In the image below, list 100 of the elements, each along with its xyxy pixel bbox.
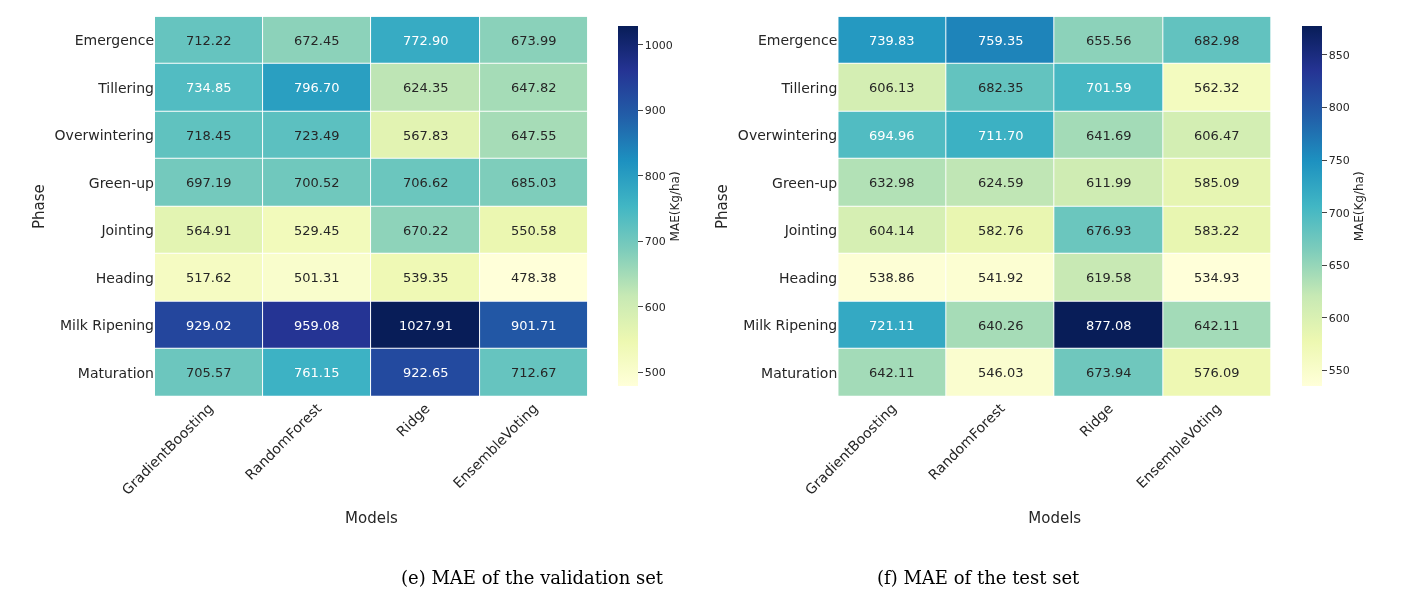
data-label: 517.62 <box>186 270 232 285</box>
y-tick-label: Heading <box>95 269 155 286</box>
data-label: 604.14 <box>869 223 915 238</box>
data-label: 546.03 <box>978 365 1024 380</box>
data-label: 673.94 <box>1086 365 1132 380</box>
data-label: 922.65 <box>403 365 449 380</box>
data-label: 567.83 <box>403 128 449 143</box>
color-bar-label: 550 <box>1328 364 1350 378</box>
data-label: 697.19 <box>186 175 232 190</box>
data-label: 712.67 <box>511 365 557 380</box>
data-label: 534.93 <box>1194 270 1240 285</box>
data-label: 583.22 <box>1194 223 1240 238</box>
data-label: 712.22 <box>186 33 232 48</box>
y-tick-label: Tillering <box>97 79 155 96</box>
y-tick-label: Milk Ripening <box>743 317 838 334</box>
data-label: 619.58 <box>1086 270 1132 285</box>
data-label: 670.22 <box>403 223 449 238</box>
data-label: 576.09 <box>1194 365 1240 380</box>
data-label: 761.15 <box>294 365 340 380</box>
data-label: 624.35 <box>403 80 449 95</box>
data-label: 541.92 <box>978 270 1024 285</box>
data-label: 606.13 <box>869 80 915 95</box>
color-bar-title: MAE(Kg/ha) <box>1351 171 1366 242</box>
data-label: 721.11 <box>869 318 915 333</box>
color-bar-label: 900 <box>644 104 666 117</box>
y-axis-title: Phase <box>29 184 48 229</box>
x-axis-title: Models <box>345 508 399 527</box>
y-tick-label: Overwintering <box>737 127 838 144</box>
data-label: 478.38 <box>511 270 557 285</box>
data-label: 796.70 <box>294 80 340 95</box>
y-tick-label: Emergence <box>74 32 155 49</box>
data-label: 641.69 <box>1086 128 1132 143</box>
color-bar-label: 750 <box>1328 153 1350 167</box>
data-label: 718.45 <box>186 128 232 143</box>
color-bar-label: 600 <box>1328 311 1350 325</box>
y-tick-label: Maturation <box>77 364 155 381</box>
color-bar-title: MAE(Kg/ha) <box>667 171 682 242</box>
data-label: 642.11 <box>869 365 915 380</box>
text: (f) MAE of the test set <box>877 567 1081 588</box>
data-label: 701.59 <box>1086 80 1132 95</box>
data-label: 682.35 <box>978 80 1024 95</box>
y-tick-label: Green-up <box>88 174 155 191</box>
data-label: 624.59 <box>978 175 1024 190</box>
color-bar-label: 500 <box>644 366 666 380</box>
data-label: 647.55 <box>511 128 557 143</box>
y-axis-title: Phase <box>713 184 732 229</box>
y-tick-label: Jointing <box>100 222 155 239</box>
data-label: 640.26 <box>978 318 1024 333</box>
data-label: 550.58 <box>511 223 557 238</box>
data-label: 676.93 <box>1086 223 1132 238</box>
color-bar-label: 850 <box>1328 48 1350 62</box>
y-tick-label: Tillering <box>780 79 838 96</box>
data-label: 959.08 <box>294 318 340 333</box>
color-bar-label: 700 <box>644 235 666 249</box>
data-label: 642.11 <box>1194 318 1240 333</box>
data-label: 538.86 <box>869 270 915 285</box>
y-tick-label: Green-up <box>772 174 838 191</box>
data-label: 611.99 <box>1086 175 1132 190</box>
data-label: 682.98 <box>1194 33 1240 48</box>
data-label: 723.49 <box>294 128 340 143</box>
data-label: 585.09 <box>1194 175 1240 190</box>
data-label: 694.96 <box>869 128 915 143</box>
text: (e) MAE of the validation set <box>401 567 664 588</box>
color-bar-label: 700 <box>1328 206 1350 220</box>
data-label: 901.71 <box>511 318 557 333</box>
data-label: 673.99 <box>511 33 557 48</box>
data-label: 1027.91 <box>399 318 453 333</box>
x-axis-title: Models <box>1028 508 1082 527</box>
data-label: 734.85 <box>186 80 232 95</box>
y-tick-label: Jointing <box>783 222 838 239</box>
data-label: 711.70 <box>978 128 1024 143</box>
data-label: 655.56 <box>1086 33 1132 48</box>
data-label: 877.08 <box>1086 318 1132 333</box>
y-tick-label: Heading <box>779 269 838 286</box>
data-label: 772.90 <box>403 33 449 48</box>
data-label: 564.91 <box>186 223 232 238</box>
data-label: 501.31 <box>294 270 340 285</box>
data-label: 562.32 <box>1194 80 1240 95</box>
color-bar-label: 800 <box>1328 101 1350 115</box>
data-label: 582.76 <box>978 223 1024 238</box>
y-tick-label: Milk Ripening <box>59 317 155 334</box>
data-label: 759.35 <box>978 33 1024 48</box>
y-tick-label: Emergence <box>757 32 838 49</box>
data-label: 632.98 <box>869 175 915 190</box>
data-label: 606.47 <box>1194 128 1240 143</box>
data-label: 647.82 <box>511 80 557 95</box>
data-label: 685.03 <box>511 175 557 190</box>
data-label: 705.57 <box>186 365 232 380</box>
data-label: 929.02 <box>186 318 232 333</box>
color-bar-label: 600 <box>644 300 666 314</box>
color-bar-label: 1000 <box>644 38 673 52</box>
data-label: 700.52 <box>294 175 340 190</box>
data-label: 529.45 <box>294 223 340 238</box>
color-bar-label: 800 <box>644 169 666 183</box>
color-bar-label: 650 <box>1328 259 1350 273</box>
data-label: 672.45 <box>294 33 340 48</box>
y-tick-label: Overwintering <box>54 127 155 144</box>
data-label: 739.83 <box>869 33 915 48</box>
data-label: 706.62 <box>403 175 449 190</box>
data-label: 539.35 <box>403 270 449 285</box>
